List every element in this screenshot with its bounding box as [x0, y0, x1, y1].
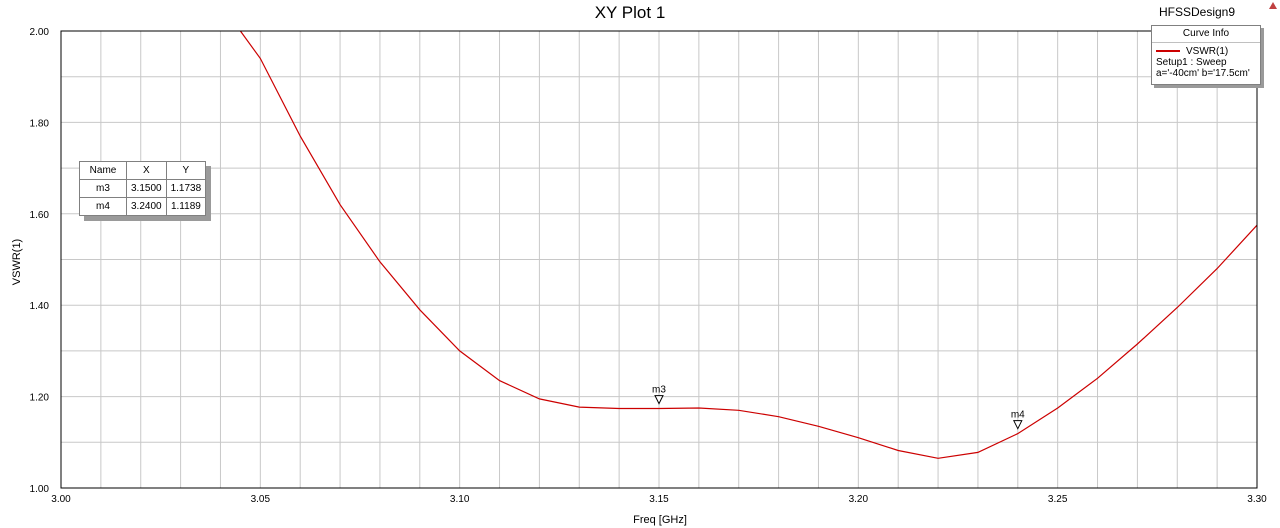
y-tick-label: 1.60 — [30, 210, 50, 221]
series-line-vswr — [239, 30, 1258, 459]
x-tick-label: 3.10 — [450, 494, 470, 505]
column-header: Name — [79, 161, 127, 180]
x-tick-label: 3.20 — [849, 494, 869, 505]
y-tick-label: 1.20 — [30, 393, 50, 404]
tick-labels: 3.00 3.05 3.10 3.15 3.20 3.25 3.30 1.00 1.20 1.40… — [30, 27, 1268, 505]
marker-table[interactable]: Name X Y m3 3.1500 1.1738 m4 3.2400 1.11… — [79, 161, 207, 216]
grid — [61, 31, 1257, 488]
table-row: m4 3.2400 1.1189 — [79, 197, 207, 216]
x-tick-label: 3.05 — [251, 494, 271, 505]
legend-entry: VSWR(1) — [1152, 45, 1260, 57]
marker-label: m3 — [652, 385, 666, 396]
y-axis-label: VSWR(1) — [11, 239, 23, 285]
marker-x: 3.2400 — [126, 197, 167, 216]
marker-x: 3.1500 — [126, 179, 167, 198]
y-tick-label: 1.40 — [30, 301, 50, 312]
legend-entry-name: VSWR(1) — [1186, 45, 1229, 57]
marker-y: 1.1189 — [165, 197, 207, 216]
y-tick-label: 1.80 — [30, 118, 50, 129]
marker-name: m4 — [79, 197, 127, 216]
curve-info-legend[interactable]: Curve Info VSWR(1) Setup1 : Sweep a='-40… — [1151, 25, 1261, 85]
legend-header: Curve Info — [1152, 26, 1260, 43]
marker-table-header: Name X Y — [79, 161, 207, 180]
series-lines — [239, 30, 1258, 459]
column-header: X — [126, 161, 167, 180]
y-tick-label: 1.00 — [30, 484, 50, 495]
column-header: Y — [165, 161, 207, 180]
legend-swatch — [1156, 50, 1180, 52]
triangle-menu-icon[interactable] — [1269, 2, 1277, 9]
marker-m4-icon[interactable] — [1012, 420, 1023, 430]
legend-entry-line: a='-40cm' b='17.5cm' — [1156, 68, 1250, 79]
legend-entry-line: Setup1 : Sweep — [1156, 57, 1227, 68]
plot-frame — [60, 30, 1258, 489]
marker-m3-icon[interactable] — [654, 395, 664, 405]
x-tick-label: 3.15 — [649, 494, 669, 505]
x-tick-label: 3.30 — [1247, 494, 1267, 505]
chart-title: XY Plot 1 — [595, 3, 666, 22]
marker-label: m4 — [1011, 410, 1025, 421]
marker-name: m3 — [79, 179, 127, 198]
marker-y: 1.1738 — [165, 179, 207, 198]
x-axis-label: Freq [GHz] — [633, 514, 687, 526]
design-name: HFSSDesign9 — [1159, 5, 1235, 19]
markers: m3 m4 — [652, 385, 1025, 430]
y-tick-label: 2.00 — [30, 27, 50, 38]
x-tick-label: 3.25 — [1048, 494, 1068, 505]
x-tick-label: 3.00 — [51, 494, 71, 505]
table-row: m3 3.1500 1.1738 — [79, 179, 207, 198]
